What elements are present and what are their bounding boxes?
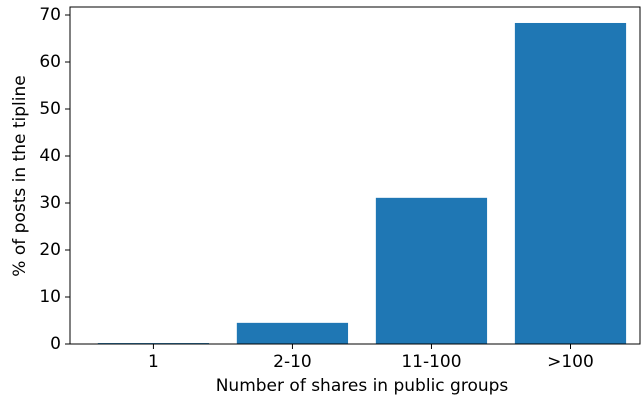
x-axis-label: Number of shares in public groups — [216, 376, 509, 396]
x-tick-label: 1 — [148, 352, 159, 372]
bar — [375, 197, 488, 344]
x-tick-label: 11-100 — [401, 352, 461, 372]
x-tick-label: 2-10 — [273, 352, 312, 372]
y-tick-label: 60 — [39, 52, 61, 72]
x-tick-label: >100 — [547, 352, 594, 372]
bar — [514, 22, 627, 345]
y-tick-label: 70 — [39, 5, 61, 25]
y-tick-label: 20 — [39, 240, 61, 260]
bar — [236, 322, 349, 344]
y-tick-label: 0 — [50, 334, 61, 354]
y-tick-label: 30 — [39, 193, 61, 213]
plot-frame — [69, 6, 641, 345]
y-tick-label: 50 — [39, 99, 61, 119]
y-axis-label: % of posts in the tipline — [10, 75, 30, 276]
y-tick-label: 10 — [39, 287, 61, 307]
y-tick-label: 40 — [39, 146, 61, 166]
